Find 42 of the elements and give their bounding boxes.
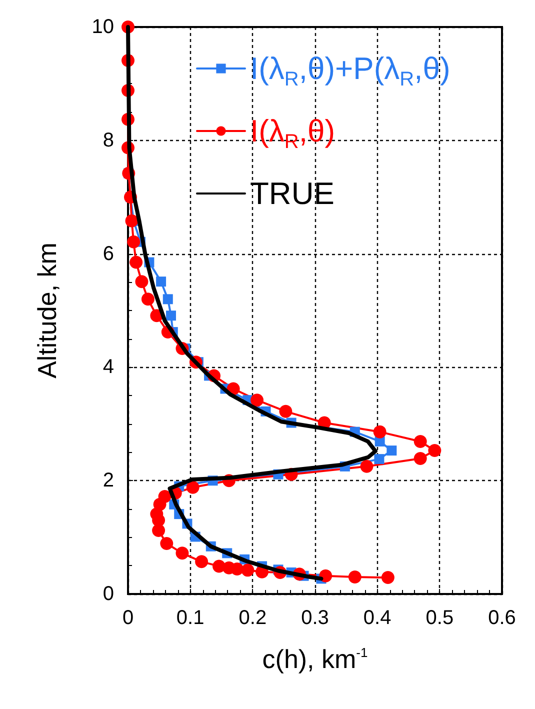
point bbox=[348, 570, 362, 584]
point bbox=[130, 256, 143, 269]
point bbox=[241, 564, 254, 577]
point bbox=[162, 294, 173, 304]
point bbox=[156, 276, 166, 287]
x-tick-label: 0.6 bbox=[488, 607, 516, 629]
point bbox=[176, 546, 189, 560]
point bbox=[127, 235, 140, 248]
point bbox=[414, 452, 427, 465]
point bbox=[230, 562, 244, 576]
point bbox=[166, 310, 176, 321]
x-tick-label: 0.1 bbox=[176, 607, 204, 629]
y-tick-label: 0 bbox=[102, 583, 114, 605]
point bbox=[135, 275, 148, 288]
point bbox=[360, 460, 374, 473]
point bbox=[428, 444, 442, 458]
y-tick-label: 2 bbox=[102, 470, 114, 492]
point bbox=[160, 537, 174, 550]
point bbox=[141, 292, 154, 306]
y-axis-title: Altitude, km bbox=[32, 242, 62, 378]
legend-label: TRUE bbox=[250, 176, 334, 211]
x-tick-label: 0.3 bbox=[301, 607, 329, 629]
point bbox=[319, 569, 332, 582]
point bbox=[250, 394, 264, 407]
y-tick-label: 4 bbox=[102, 356, 114, 378]
x-tick-label: 0.4 bbox=[363, 607, 392, 629]
point bbox=[125, 214, 138, 228]
y-tick-label: 6 bbox=[102, 242, 114, 265]
point bbox=[186, 480, 200, 494]
point bbox=[414, 434, 427, 448]
x-tick-label: 0 bbox=[122, 607, 134, 629]
point bbox=[386, 446, 397, 456]
y-tick-label: 8 bbox=[102, 129, 114, 152]
point bbox=[195, 555, 208, 568]
x-tick-label: 0.5 bbox=[426, 607, 454, 629]
y-tick-label: 10 bbox=[92, 16, 114, 38]
x-tick-label: 0.2 bbox=[238, 607, 267, 629]
point bbox=[374, 454, 384, 464]
point bbox=[152, 524, 166, 537]
point bbox=[381, 571, 394, 584]
point bbox=[279, 404, 292, 418]
point bbox=[373, 425, 386, 438]
